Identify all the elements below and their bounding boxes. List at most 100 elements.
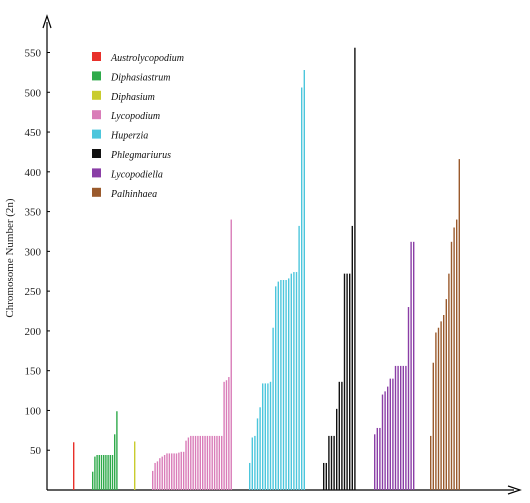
bar	[397, 365, 399, 490]
bar	[407, 307, 410, 490]
bar	[354, 47, 356, 491]
legend-label: Lycopodium	[110, 111, 160, 122]
legend-swatch	[92, 71, 101, 81]
bar	[156, 461, 159, 490]
bar	[445, 299, 447, 490]
bar	[293, 272, 295, 490]
bar	[295, 272, 298, 490]
bar	[277, 281, 279, 490]
series-palhinhaea	[430, 159, 460, 490]
bar	[73, 442, 75, 490]
x-axis-arrow-icon	[507, 485, 522, 495]
bar	[376, 427, 378, 490]
bar	[264, 383, 266, 490]
bar	[269, 381, 272, 490]
bar	[159, 458, 161, 490]
bar	[111, 455, 114, 490]
series-diphasium	[134, 441, 136, 490]
bar	[450, 241, 453, 490]
bar	[114, 434, 116, 490]
bar	[171, 453, 173, 490]
bar	[209, 435, 211, 490]
legend-item: Diphasiastrum	[92, 71, 170, 83]
legend-swatch	[92, 90, 101, 100]
bar	[272, 327, 274, 490]
series-huperzia	[249, 70, 305, 490]
bar	[249, 462, 251, 490]
y-tick-label: 50	[30, 445, 42, 457]
bar	[197, 435, 199, 490]
y-tick-label: 500	[25, 87, 42, 99]
bar	[341, 381, 343, 490]
bar	[185, 440, 187, 490]
bar	[303, 70, 305, 490]
legend-label: Lycopodiella	[110, 169, 163, 180]
bar	[116, 411, 118, 490]
legend: Austrolycopodium Diphasiastrum Diphasium Ly…	[92, 52, 184, 200]
series-lycopodiella	[374, 241, 415, 490]
bar	[206, 435, 209, 490]
bar	[201, 435, 204, 490]
bar	[374, 434, 376, 490]
legend-swatch	[92, 168, 101, 178]
bar	[251, 437, 253, 490]
bar	[410, 241, 412, 490]
legend-swatch	[92, 149, 101, 158]
bar	[351, 225, 353, 490]
bar	[323, 462, 325, 490]
bar	[134, 441, 136, 490]
bar	[98, 455, 100, 490]
bar	[190, 435, 192, 490]
bar	[180, 451, 182, 490]
bar	[389, 378, 391, 490]
bar	[387, 386, 389, 490]
bar	[430, 435, 432, 490]
bar	[175, 453, 178, 490]
bar	[262, 383, 264, 490]
legend-swatch	[92, 187, 101, 197]
bar	[405, 365, 407, 490]
bar	[392, 378, 394, 490]
bar	[453, 227, 455, 490]
bar	[96, 455, 98, 490]
legend-item: Austrolycopodium	[92, 52, 184, 64]
bar	[259, 407, 261, 490]
legend-label: Austrolycopodium	[110, 53, 184, 64]
y-tick-label: 400	[25, 167, 42, 179]
y-axis-label: Chromosome Number (2n)	[4, 198, 16, 317]
y-tick-label: 150	[25, 366, 42, 378]
bar	[285, 280, 287, 490]
bar	[173, 453, 175, 490]
bar	[94, 456, 96, 490]
bar	[440, 321, 442, 490]
y-axis: 50 100 150 200 250 300 350 400 450 500 550	[25, 14, 52, 490]
legend-label: Diphasium	[110, 92, 155, 103]
y-tick-label: 350	[25, 207, 42, 219]
bar	[230, 219, 232, 490]
series-austrolycopodium	[73, 442, 75, 490]
bar	[435, 332, 437, 490]
bar	[256, 418, 259, 490]
legend-item: Phlegmariurus	[92, 149, 171, 161]
bar	[346, 273, 348, 490]
bars	[73, 47, 460, 491]
bar	[282, 280, 285, 490]
y-axis-arrow-icon	[42, 14, 52, 29]
bar	[343, 273, 346, 490]
bar	[223, 381, 225, 490]
bar	[228, 377, 230, 490]
legend-label: Huperzia	[110, 131, 148, 142]
bar	[458, 159, 460, 490]
bar	[178, 452, 180, 490]
bar	[328, 435, 330, 490]
bar	[400, 365, 402, 490]
bar	[100, 455, 103, 490]
bar	[213, 435, 216, 490]
series-diphasiastrum	[92, 411, 118, 490]
bar	[298, 225, 300, 490]
legend-label: Diphasiastrum	[110, 72, 170, 83]
bar	[103, 455, 105, 490]
bar	[199, 435, 201, 490]
legend-label: Palhinhaea	[110, 189, 157, 200]
